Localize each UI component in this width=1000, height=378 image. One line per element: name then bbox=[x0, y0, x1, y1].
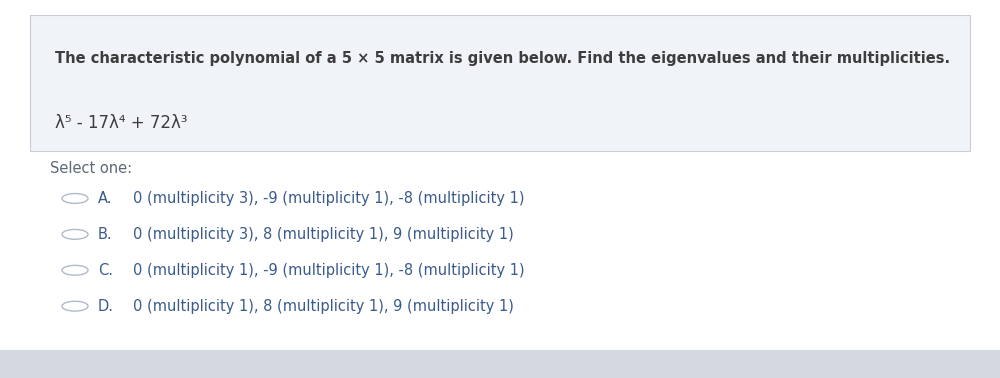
Text: D.: D. bbox=[98, 299, 114, 314]
Text: The characteristic polynomial of a 5 × 5 matrix is given below. Find the eigenva: The characteristic polynomial of a 5 × 5… bbox=[55, 51, 950, 66]
Text: C.: C. bbox=[98, 263, 113, 278]
Text: Select one:: Select one: bbox=[50, 161, 132, 176]
Circle shape bbox=[62, 194, 88, 203]
Text: 0 (multiplicity 3), -9 (multiplicity 1), -8 (multiplicity 1): 0 (multiplicity 3), -9 (multiplicity 1),… bbox=[133, 191, 524, 206]
Text: B.: B. bbox=[98, 227, 113, 242]
Text: 0 (multiplicity 1), -9 (multiplicity 1), -8 (multiplicity 1): 0 (multiplicity 1), -9 (multiplicity 1),… bbox=[133, 263, 525, 278]
FancyBboxPatch shape bbox=[0, 0, 1000, 350]
FancyBboxPatch shape bbox=[30, 15, 970, 151]
Text: A.: A. bbox=[98, 191, 112, 206]
Text: 0 (multiplicity 1), 8 (multiplicity 1), 9 (multiplicity 1): 0 (multiplicity 1), 8 (multiplicity 1), … bbox=[133, 299, 514, 314]
FancyBboxPatch shape bbox=[0, 350, 1000, 378]
Text: 0 (multiplicity 3), 8 (multiplicity 1), 9 (multiplicity 1): 0 (multiplicity 3), 8 (multiplicity 1), … bbox=[133, 227, 514, 242]
Text: λ⁵ - 17λ⁴ + 72λ³: λ⁵ - 17λ⁴ + 72λ³ bbox=[55, 114, 188, 132]
Circle shape bbox=[62, 301, 88, 311]
Circle shape bbox=[62, 265, 88, 275]
Circle shape bbox=[62, 229, 88, 239]
